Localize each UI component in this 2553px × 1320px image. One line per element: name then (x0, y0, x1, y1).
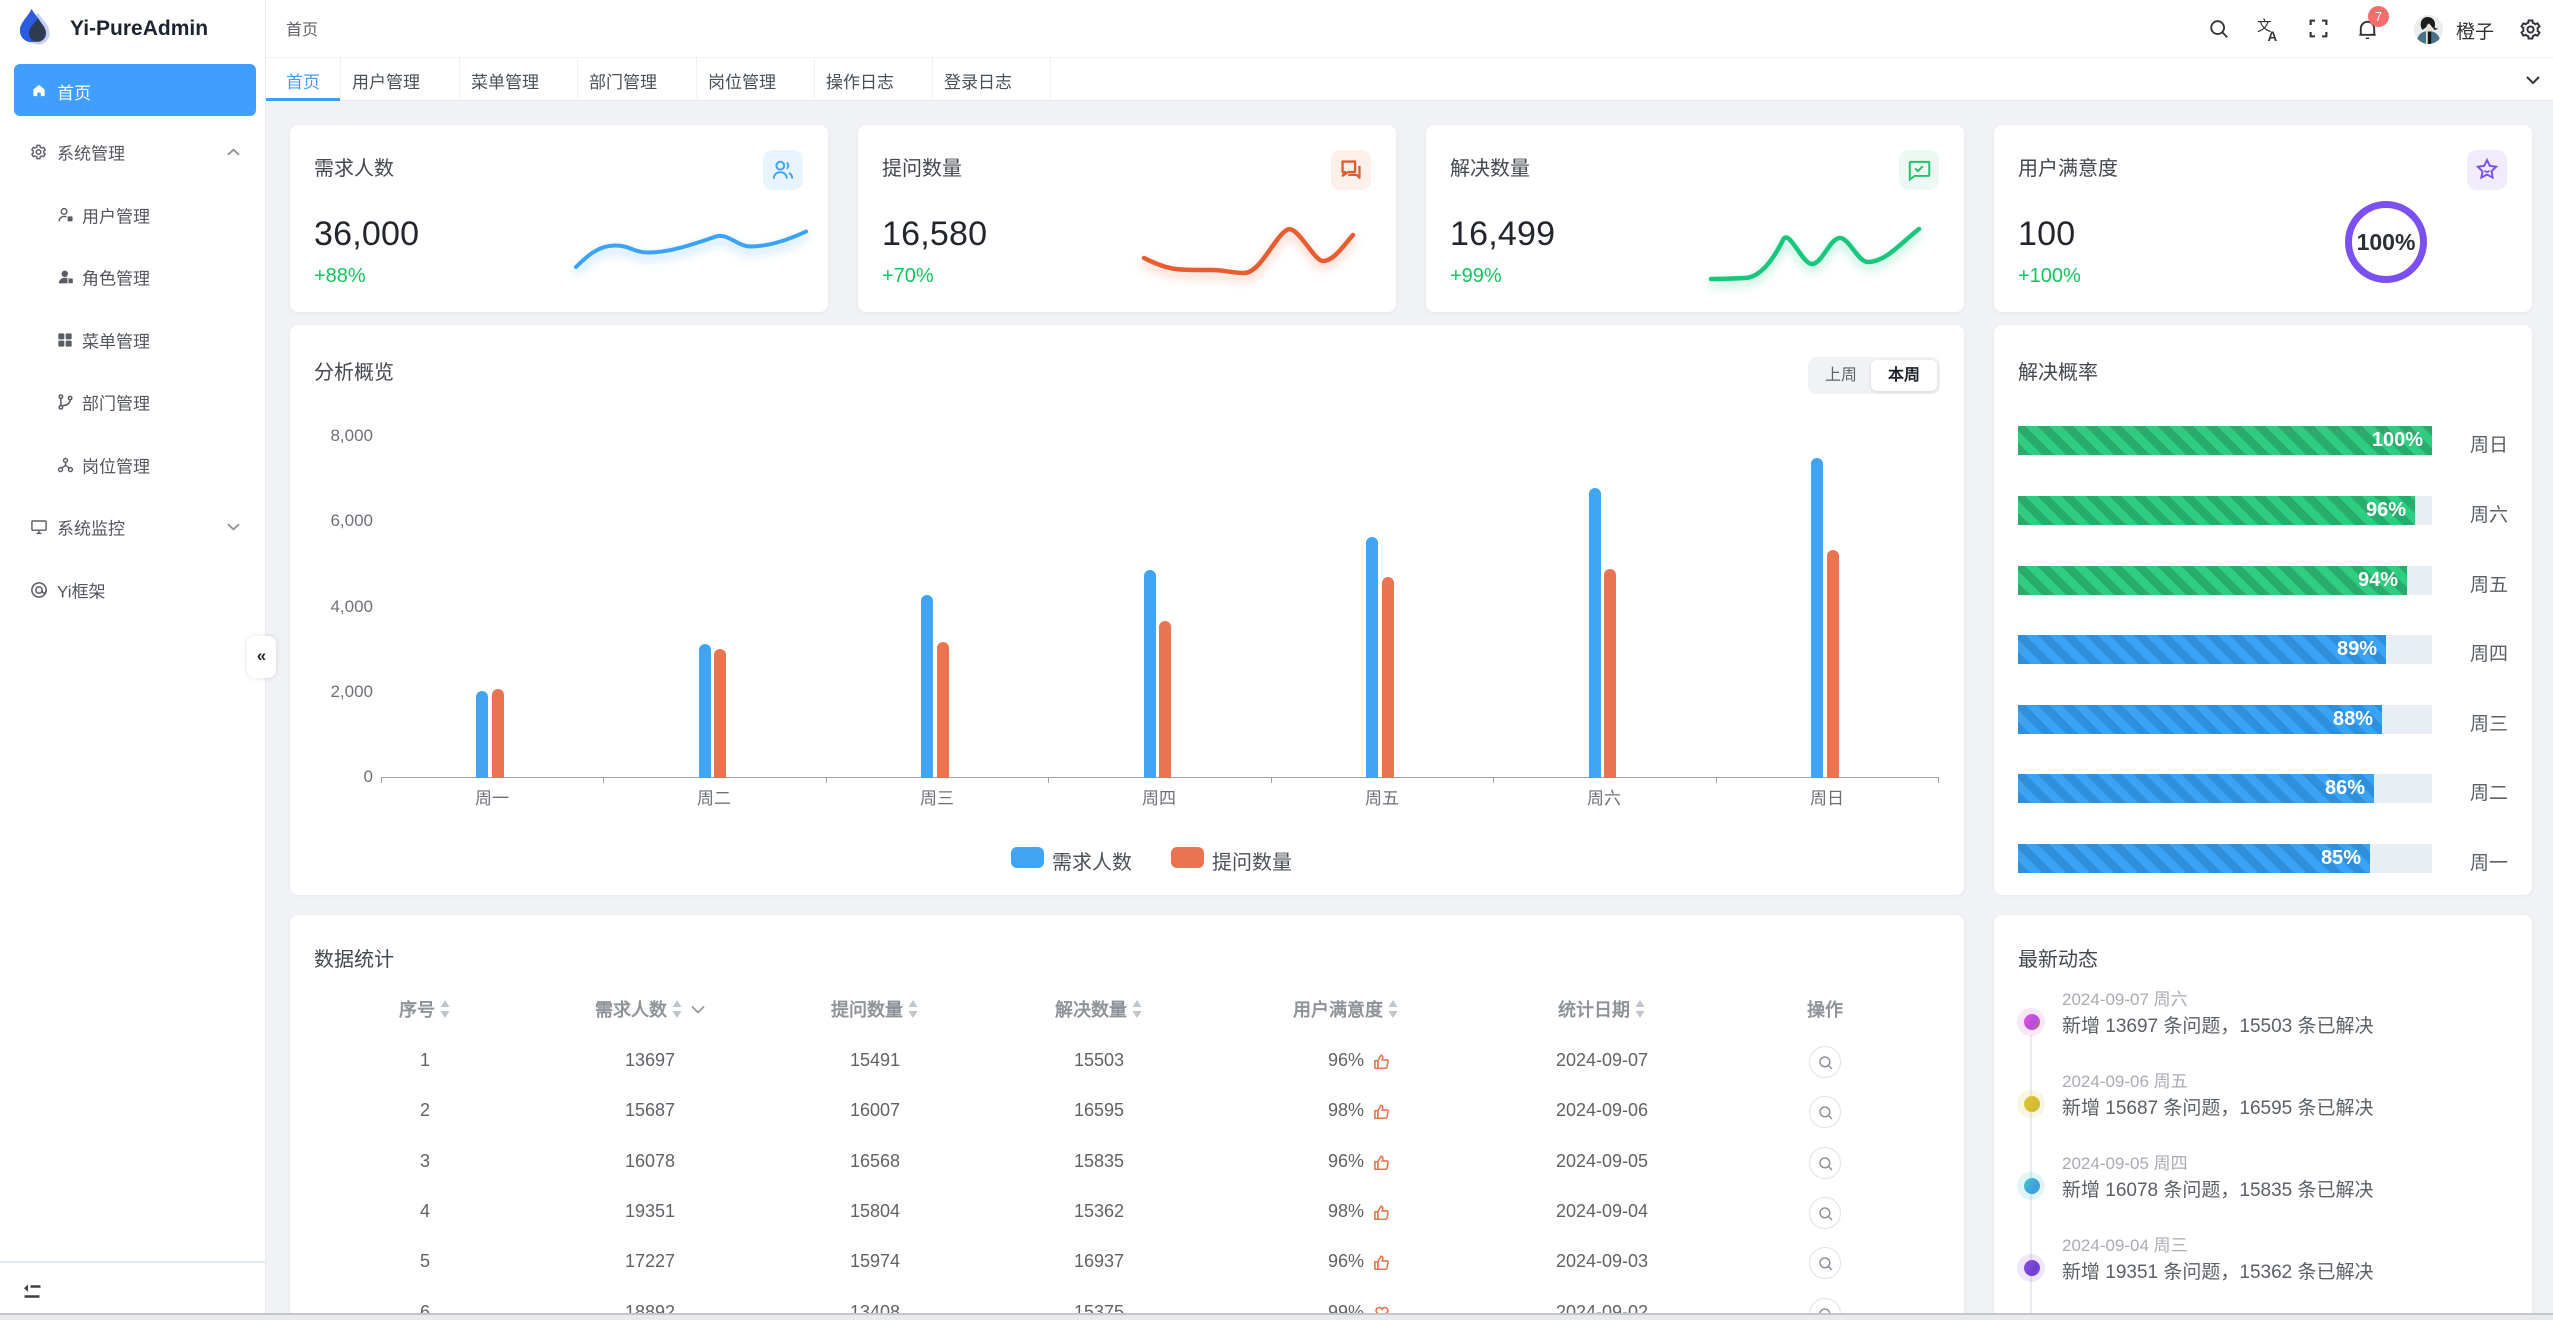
svg-text:文: 文 (2257, 18, 2272, 35)
svg-text:A: A (2268, 29, 2278, 42)
